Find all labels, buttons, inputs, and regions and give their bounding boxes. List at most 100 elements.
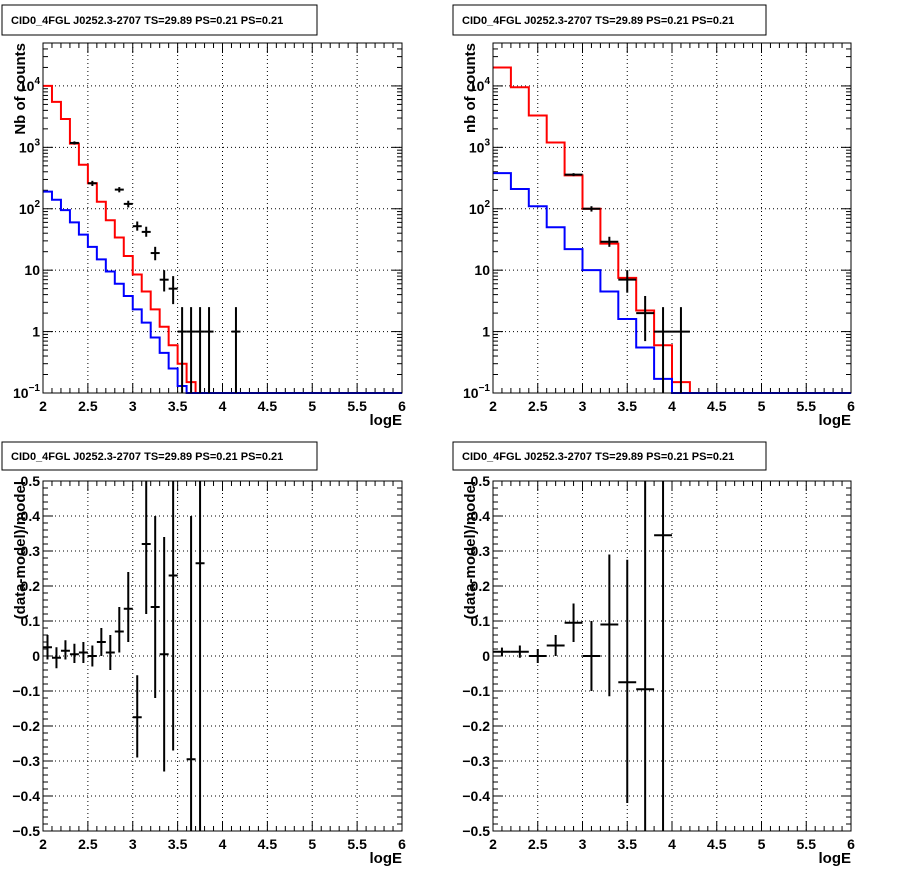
y-tick-label: 1 <box>482 324 490 340</box>
data-point <box>618 559 637 803</box>
pad-title-box <box>452 4 767 36</box>
y-tick-label: 1 <box>32 324 40 340</box>
x-tick-label: 3 <box>129 398 137 414</box>
x-tick-label: 2 <box>489 398 497 414</box>
y-tick-label: −0.4 <box>12 788 40 804</box>
data-point <box>159 270 169 292</box>
y-tick-label: −0.1 <box>462 683 490 699</box>
data-point <box>60 640 70 660</box>
x-tick-label: 5.5 <box>797 836 817 852</box>
x-tick-label: 2 <box>39 836 47 852</box>
x-tick-label: 5 <box>308 836 316 852</box>
chart-pad-3: 2 2.5 3 3.5 4 4.5 5 5.5 6 0.5 0.4 0.3 0.2 0.1 0 −0.1 −0.… <box>1 441 406 867</box>
plot-frame <box>492 480 852 832</box>
data-point <box>546 635 565 656</box>
x-tick-label: 6 <box>398 836 406 852</box>
data-point <box>43 635 52 660</box>
y-axis-title: (data-model)/model <box>12 481 29 619</box>
y-tick-label: −0.2 <box>462 718 490 734</box>
data-point <box>51 647 61 669</box>
data-point <box>186 516 196 831</box>
data-point <box>600 236 619 247</box>
y-tick-label: 10 <box>474 262 490 278</box>
y-tick-label: 0.1 <box>21 613 41 629</box>
y-tick-label: −0.5 <box>12 823 40 839</box>
pad-title: CID0_4FGL J0252.3-2707 TS=29.89 PS=0.21 … <box>462 15 734 27</box>
data-point <box>141 226 151 237</box>
y-tick-label: −0.1 <box>12 683 40 699</box>
x-tick-label: 4 <box>668 836 676 852</box>
x-tick-label: 3 <box>129 836 137 852</box>
data-point <box>636 481 655 831</box>
y-tick-label: 0.3 <box>471 543 491 559</box>
x-tick-label: 5 <box>758 836 766 852</box>
data-point <box>96 628 106 656</box>
data-point <box>87 645 97 667</box>
y-tick-label: 102 <box>19 199 41 217</box>
y-tick-label: 0.4 <box>471 508 491 524</box>
y-tick-label: 0 <box>482 648 490 664</box>
pad-title-box <box>1 441 318 471</box>
histogram-series-1 <box>493 66 851 394</box>
x-tick-label: 2.5 <box>528 836 548 852</box>
plot-frame <box>492 42 852 394</box>
data-point <box>672 307 690 393</box>
y-tick-label: −0.5 <box>462 823 490 839</box>
data-point <box>582 621 601 691</box>
x-tick-label: 3.5 <box>168 398 188 414</box>
data-point <box>168 276 178 305</box>
pad-title-box <box>1 4 318 36</box>
x-axis-title: logE <box>819 850 852 867</box>
data-point <box>204 307 214 393</box>
data-point <box>195 481 205 831</box>
histogram-series-2 <box>43 190 402 394</box>
x-axis-title: logE <box>370 412 403 429</box>
x-axis-title: logE <box>819 412 852 429</box>
data-point <box>141 481 151 614</box>
x-tick-label: 6 <box>398 398 406 414</box>
y-axis-title: nb of counts <box>462 43 479 133</box>
pad-title-box <box>452 441 767 471</box>
x-tick-label: 6 <box>847 836 855 852</box>
y-tick-label: 0.5 <box>21 473 41 489</box>
pad-title: CID0_4FGL J0252.3-2707 TS=29.89 PS=0.21 … <box>462 451 734 463</box>
chart-pad-4: 2 2.5 3 3.5 4 4.5 5 5.5 6 0.5 0.4 0.3 0.2 0.1 0 −0.1 −0.… <box>452 441 855 867</box>
data-point <box>231 307 241 393</box>
data-point <box>600 554 619 697</box>
data-point <box>114 607 124 653</box>
x-tick-label: 2 <box>39 398 47 414</box>
data-point <box>618 270 637 293</box>
pad-title: CID0_4FGL J0252.3-2707 TS=29.89 PS=0.21 … <box>11 15 283 27</box>
data-point <box>654 481 672 831</box>
y-tick-label: 0.5 <box>471 473 491 489</box>
y-tick-label: 102 <box>469 199 491 217</box>
y-tick-label: 0.1 <box>471 613 491 629</box>
y-tick-label: 10−1 <box>463 383 490 401</box>
x-tick-label: 4 <box>219 398 227 414</box>
data-point <box>150 516 160 698</box>
data-point <box>123 572 133 642</box>
data-point <box>78 642 88 663</box>
data-point <box>195 307 205 393</box>
y-tick-label: 103 <box>19 137 41 155</box>
x-tick-label: 2.5 <box>78 836 98 852</box>
y-tick-label: 104 <box>19 76 41 94</box>
y-tick-label: 10−1 <box>13 383 40 401</box>
pad-title: CID0_4FGL J0252.3-2707 TS=29.89 PS=0.21 … <box>11 451 283 463</box>
x-tick-label: 5.5 <box>347 398 367 414</box>
data-point <box>69 643 79 663</box>
data-point <box>123 200 133 208</box>
data-point <box>150 246 160 261</box>
data-point <box>564 173 583 177</box>
data-point <box>564 603 583 642</box>
x-tick-label: 5 <box>308 398 316 414</box>
y-tick-label: −0.4 <box>462 788 490 804</box>
data-point <box>132 675 142 758</box>
x-tick-label: 5 <box>758 398 766 414</box>
x-tick-label: 4.5 <box>258 836 278 852</box>
y-tick-label: 0.2 <box>471 578 491 594</box>
data-point <box>186 307 196 393</box>
x-tick-label: 4.5 <box>258 398 278 414</box>
x-tick-label: 2 <box>489 836 497 852</box>
data-point <box>132 221 142 231</box>
